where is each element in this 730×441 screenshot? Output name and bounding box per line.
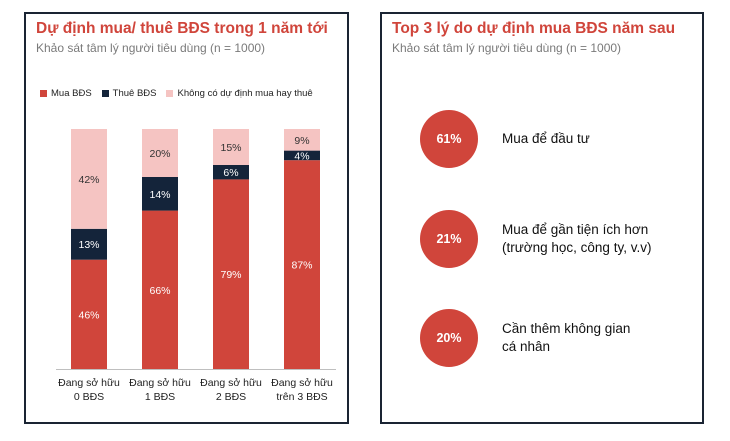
left-panel-title: Dự định mua/ thuê BĐS trong 1 năm tới <box>36 20 328 37</box>
left-panel: Dự định mua/ thuê BĐS trong 1 năm tới Kh… <box>24 12 349 424</box>
x-tick-label: Đang sở hữu <box>129 377 191 389</box>
bar-label-none: 15% <box>220 142 241 154</box>
bar-label-none: 42% <box>78 174 99 186</box>
reason-percent-circle: 61% <box>420 110 478 168</box>
right-panel: Top 3 lý do dự định mua BĐS năm sau Khảo… <box>380 12 704 424</box>
legend-item-rent: Thuê BĐS <box>101 88 157 99</box>
bar-segment-none <box>71 129 107 229</box>
bar-label-none: 20% <box>149 148 170 160</box>
legend-item-none: Không có dự định mua hay thuê <box>166 88 313 99</box>
reason-item: 21% Mua để gần tiện ích hơn (trường học,… <box>382 210 702 270</box>
bar-label-buy: 66% <box>149 285 170 297</box>
bar-label-none: 9% <box>294 135 309 147</box>
legend-item-buy: Mua BĐS <box>40 88 92 99</box>
bar-segment-buy <box>142 210 178 369</box>
x-tick-label: 1 BĐS <box>145 391 175 403</box>
x-tick-label: 2 BĐS <box>216 391 246 403</box>
right-panel-subtitle: Khảo sát tâm lý người tiêu dùng (n = 100… <box>392 41 622 55</box>
bar-segment-none <box>213 129 249 165</box>
left-panel-subtitle: Khảo sát tâm lý người tiêu dùng (n = 100… <box>36 41 266 55</box>
bar-label-rent: 6% <box>223 167 238 179</box>
legend-swatch-rent <box>101 90 109 97</box>
bar-label-buy: 87% <box>291 260 312 272</box>
stacked-bar-chart: 46% 13% 42% Đang sở hữu 0 BĐS 66% 14% 20% Đang s… <box>56 129 336 403</box>
legend-swatch-none <box>166 90 174 97</box>
reason-line: Mua để đầu tư <box>502 131 590 146</box>
bar-label-rent: 13% <box>78 239 99 251</box>
reason-percent-circle: 20% <box>420 309 478 367</box>
reason-item: 61% Mua để đầu tư <box>382 110 702 170</box>
bar-segment-buy <box>71 259 107 369</box>
legend-label-rent: Thuê BĐS <box>112 88 157 99</box>
bar-segment-rent <box>213 165 249 180</box>
reason-line: Cần thêm không gian <box>502 321 631 336</box>
reason-line: Mua để gần tiện ích hơn <box>502 222 649 237</box>
bar-label-rent: 14% <box>149 189 170 201</box>
x-tick-label: Đang sở hữu <box>271 377 333 389</box>
reason-text: Mua để gần tiện ích hơn (trường học, côn… <box>502 221 697 257</box>
x-tick-label: 0 BĐS <box>74 391 104 403</box>
reason-percent-circle: 21% <box>420 210 478 268</box>
legend-label-none: Không có dự định mua hay thuê <box>177 88 313 99</box>
legend-swatch-buy <box>40 90 47 97</box>
reason-line: cá nhân <box>502 339 551 354</box>
reason-line: (trường học, công ty, v.v) <box>502 240 652 255</box>
bar-segment-rent <box>71 228 107 260</box>
bar-segment-none <box>284 129 320 151</box>
reason-text: Mua để đầu tư <box>502 130 697 148</box>
bar-segment-none <box>142 129 178 177</box>
bar-segment-rent <box>142 177 178 211</box>
bar-segment-buy <box>284 160 320 369</box>
reason-text: Cần thêm không gian cá nhân <box>502 320 697 356</box>
reason-item: 20% Cần thêm không gian cá nhân <box>382 309 702 369</box>
bar-label-rent: 4% <box>294 150 309 162</box>
bar-label-buy: 79% <box>220 269 241 281</box>
right-panel-title: Top 3 lý do dự định mua BĐS năm sau <box>392 20 676 37</box>
legend-label-buy: Mua BĐS <box>51 88 92 99</box>
bar-segment-rent <box>284 150 320 161</box>
x-tick-label: Đang sở hữu <box>58 377 120 389</box>
x-tick-label: Đang sở hữu <box>200 377 262 389</box>
x-tick-label: trên 3 BĐS <box>276 391 327 403</box>
bar-segment-buy <box>213 179 249 369</box>
chart-legend: Mua BĐS Thuê BĐS Không có dự định mua ha… <box>40 88 313 99</box>
bar-label-buy: 46% <box>78 309 99 321</box>
